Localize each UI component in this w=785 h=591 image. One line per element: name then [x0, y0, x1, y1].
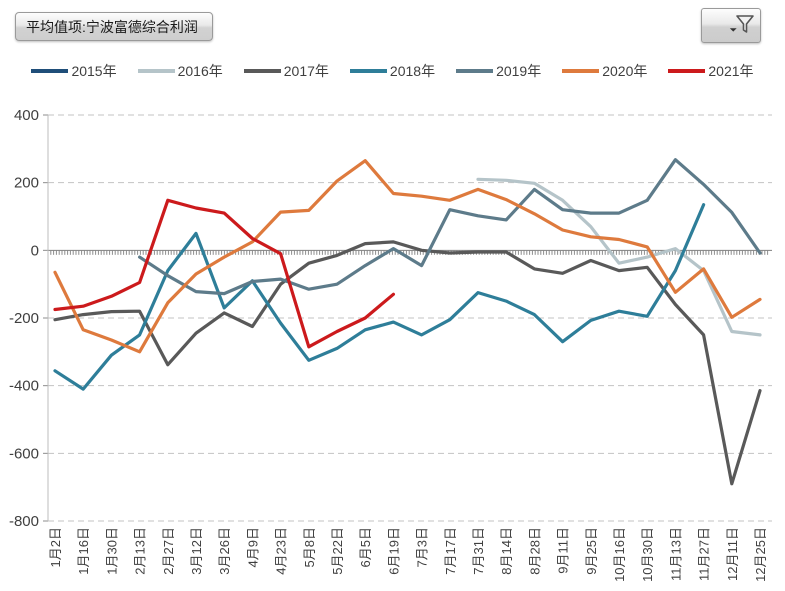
x-axis-label: 7月3日 [415, 527, 430, 567]
legend-label: 2021年 [708, 63, 754, 79]
legend-label: 2020年 [602, 63, 648, 79]
legend-item-2018年: 2018年 [349, 61, 436, 81]
series-line-2019年 [138, 158, 762, 296]
legend-item-2021年: 2021年 [668, 61, 754, 81]
x-axis-label: 3月26日 [217, 527, 232, 575]
x-axis-label: 10月16日 [612, 527, 627, 582]
series-line-2021年 [53, 198, 395, 349]
legend-swatch [349, 69, 387, 73]
x-axis-label: 1月2日 [48, 527, 63, 567]
x-axis-label: 2月13日 [133, 527, 148, 575]
filter-button[interactable] [701, 8, 761, 43]
legend-swatch [456, 69, 494, 73]
legend-item-2020年: 2020年 [562, 61, 647, 81]
x-axis-label: 5月22日 [330, 527, 345, 575]
legend-swatch [31, 69, 69, 73]
x-axis-label: 5月8日 [302, 527, 317, 567]
legend-item-2019年: 2019年 [456, 61, 541, 81]
x-axis-label: 1月16日 [76, 527, 91, 575]
x-axis-label: 9月11日 [556, 527, 571, 574]
legend-item-2016年: 2016年 [137, 61, 223, 81]
legend-label: 2018年 [389, 63, 436, 79]
x-axis-label: 4月23日 [274, 527, 289, 575]
series-line-2017年 [53, 240, 762, 486]
x-axis-label: 10月30日 [640, 527, 655, 582]
y-axis-label: -200 [9, 310, 39, 327]
x-axis-label: 9月25日 [584, 527, 599, 575]
legend-label: 2019年 [496, 63, 542, 79]
legend-swatch [668, 69, 706, 73]
x-axis-label: 12月25日 [753, 527, 768, 582]
x-axis-label: 8月14日 [499, 527, 514, 575]
legend-item-2015年: 2015年 [31, 61, 117, 81]
legend-swatch [243, 69, 281, 73]
legend-label: 2016年 [177, 63, 223, 79]
x-axis-label: 11月27日 [697, 527, 712, 581]
series-line-2020年 [53, 159, 762, 354]
pivot-field-button[interactable]: 平均值项:宁波富德综合利润 [15, 12, 213, 41]
legend-swatch [562, 69, 600, 73]
series-line-2018年 [53, 203, 706, 391]
x-axis-label: 8月28日 [527, 527, 542, 575]
legend-label: 2015年 [71, 63, 117, 79]
x-axis-label: 11月13日 [668, 527, 683, 581]
legend-swatch [137, 69, 175, 73]
x-axis-label: 7月17日 [443, 527, 458, 575]
series-line-2016年 [476, 177, 762, 337]
funnel-icon [729, 14, 754, 33]
legend-label: 2017年 [283, 63, 329, 79]
y-axis-label: -400 [9, 378, 39, 395]
y-axis-label: 0 [31, 242, 39, 259]
chart-legend: 2015年 2016年 2017年 2018年 2019年 2020年 2021年 [0, 61, 785, 81]
legend-item-2017年: 2017年 [243, 61, 329, 81]
x-axis-label: 7月31日 [471, 527, 486, 575]
x-axis-label: 3月12日 [189, 527, 204, 575]
x-axis-label: 6月5日 [358, 527, 373, 567]
y-axis-label: 400 [14, 107, 39, 124]
x-axis-label: 1月30日 [104, 527, 119, 575]
x-axis-label: 4月9日 [245, 527, 260, 567]
pivot-field-label: 平均值项:宁波富德综合利润 [26, 18, 198, 35]
y-axis-label: -600 [9, 445, 39, 462]
y-axis-label: -800 [9, 513, 39, 530]
x-axis-label: 2月27日 [161, 527, 176, 575]
x-axis-label: 6月19日 [386, 527, 401, 575]
y-axis-label: 200 [14, 175, 39, 192]
x-axis-label: 12月11日 [725, 527, 740, 581]
